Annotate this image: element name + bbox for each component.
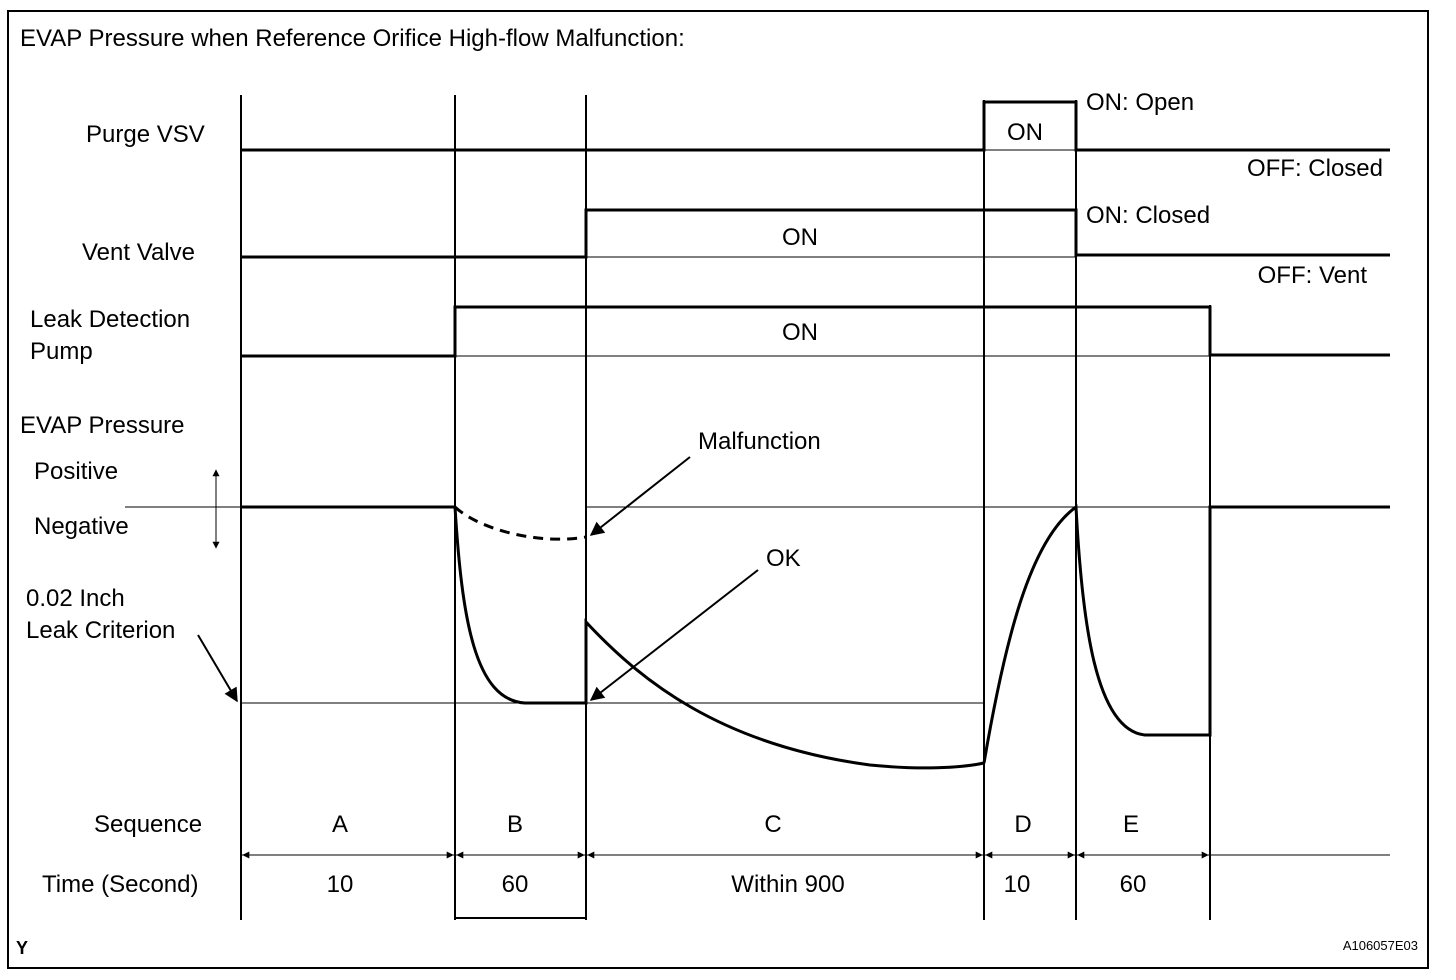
criterion-label-line2: Leak Criterion	[26, 617, 175, 644]
malfunction-label: Malfunction	[698, 428, 821, 455]
figure-id: A106057E03	[1343, 938, 1418, 953]
sequence-label-c: C	[764, 811, 781, 838]
diagram-title: EVAP Pressure when Reference Orifice Hig…	[20, 25, 685, 52]
evap-pressure-ok-curve	[453, 506, 985, 770]
time-value-d: 10	[1004, 871, 1031, 898]
row-label-vent-valve: Vent Valve	[82, 239, 195, 266]
ok-label: OK	[766, 545, 801, 572]
positive-label: Positive	[34, 458, 118, 485]
vent-valve-on-meaning: ON: Closed	[1086, 202, 1210, 229]
time-value-c: Within 900	[731, 871, 844, 898]
pump-signal	[241, 305, 1390, 358]
purge-vsv-on-label: ON	[1007, 119, 1043, 146]
vent-valve-off-meaning: OFF: Vent	[1258, 262, 1368, 289]
row-label-purge-vsv: Purge VSV	[86, 121, 205, 148]
evap-pressure-d-e-curve	[982, 504, 1390, 764]
sequence-label-b: B	[507, 811, 523, 838]
footer-mark: Y	[16, 938, 28, 958]
negative-label: Negative	[34, 513, 129, 540]
outer-frame	[7, 10, 1429, 969]
sequence-label-d: D	[1014, 811, 1031, 838]
malfunction-arrow	[589, 456, 691, 536]
criterion-label-line1: 0.02 Inch	[26, 585, 125, 612]
purge-vsv-on-meaning: ON: Open	[1086, 89, 1194, 116]
row-label-pump-line2: Pump	[30, 338, 93, 365]
sequence-label-a: A	[332, 811, 348, 838]
row-label-evap-pressure: EVAP Pressure	[20, 412, 185, 439]
time-value-e: 60	[1120, 871, 1147, 898]
ok-arrow	[589, 569, 759, 701]
time-value-a: 10	[327, 871, 354, 898]
sequence-label-e: E	[1123, 811, 1139, 838]
row-label-sequence: Sequence	[94, 811, 202, 838]
purge-vsv-off-meaning: OFF: Closed	[1247, 155, 1383, 182]
row-label-pump-line1: Leak Detection	[30, 306, 190, 333]
pump-on-label: ON	[782, 319, 818, 346]
vent-valve-on-label: ON	[782, 224, 818, 251]
purge-vsv-signal	[241, 100, 1390, 152]
time-value-b: 60	[502, 871, 529, 898]
evap-pressure-malfunction-curve	[453, 505, 587, 541]
criterion-pointer-arrow	[197, 634, 238, 703]
row-label-time: Time (Second)	[42, 871, 199, 898]
vent-valve-signal	[241, 208, 1390, 259]
